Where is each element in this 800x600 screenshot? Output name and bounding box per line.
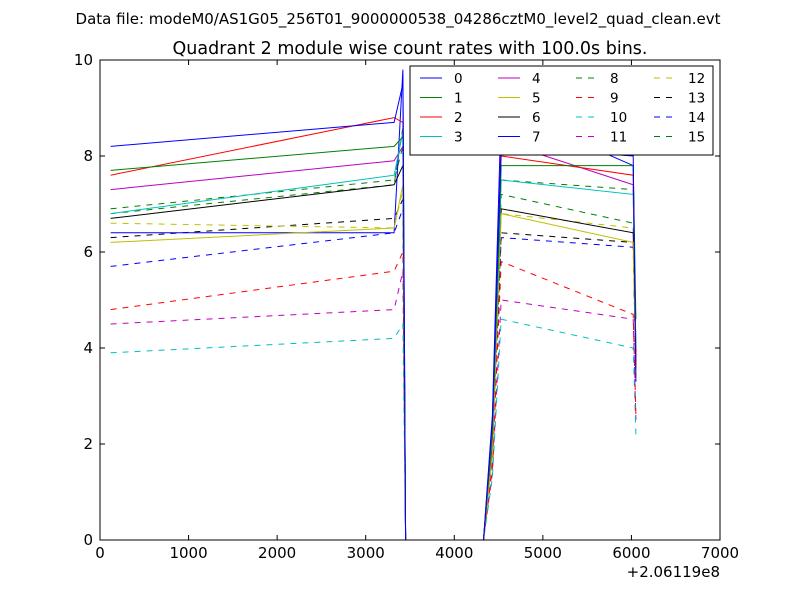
y-tick-label: 8 — [83, 147, 93, 165]
y-tick-label: 6 — [83, 243, 93, 261]
y-tick-label: 10 — [74, 51, 93, 69]
series-line-11 — [110, 271, 637, 540]
x-tick-label: 5000 — [524, 544, 562, 562]
legend-label-15: 15 — [688, 130, 705, 146]
axes-frame — [99, 59, 721, 541]
legend-label-6: 6 — [532, 110, 541, 126]
series-line-8 — [110, 127, 637, 540]
series-line-3 — [110, 131, 637, 540]
legend-label-14: 14 — [688, 110, 705, 126]
x-offset-label: +2.06119e8 — [627, 563, 720, 581]
legend-label-8: 8 — [610, 71, 619, 87]
legend-label-10: 10 — [610, 110, 627, 126]
series-line-6 — [110, 165, 637, 540]
legend-label-4: 4 — [532, 71, 541, 87]
series-line-4 — [110, 140, 637, 540]
legend-label-0: 0 — [454, 71, 463, 87]
series-line-9 — [110, 251, 637, 540]
legend-label-11: 11 — [610, 130, 627, 146]
series-line-1 — [110, 135, 637, 540]
x-tick-label: 1000 — [169, 544, 207, 562]
legend-label-13: 13 — [688, 91, 705, 107]
legend-label-9: 9 — [610, 91, 619, 107]
chart-title: Quadrant 2 module wise count rates with … — [173, 39, 648, 59]
legend-label-1: 1 — [454, 91, 463, 107]
legend-label-12: 12 — [688, 71, 705, 87]
series-line-2 — [110, 117, 637, 540]
series-layer — [110, 69, 637, 540]
legend-label-7: 7 — [532, 130, 541, 146]
x-tick-label: 6000 — [612, 544, 650, 562]
series-line-13 — [110, 198, 637, 540]
x-tick-label: 3000 — [347, 544, 385, 562]
x-tick-label: 0 — [95, 544, 105, 562]
series-line-14 — [110, 208, 637, 540]
data-file-header: Data file: modeM0/AS1G05_256T01_90000005… — [76, 10, 721, 29]
y-tick-label: 4 — [83, 339, 93, 357]
x-tick-label: 4000 — [435, 544, 473, 562]
series-line-12 — [110, 189, 637, 540]
legend-label-3: 3 — [454, 130, 463, 146]
y-tick-label: 0 — [83, 531, 93, 549]
legend-label-5: 5 — [532, 91, 541, 107]
legend-frame — [409, 65, 714, 156]
series-line-5 — [110, 184, 637, 540]
legend-label-2: 2 — [454, 110, 463, 126]
x-tick-label: 7000 — [701, 544, 739, 562]
series-line-15 — [110, 146, 637, 540]
series-line-10 — [110, 318, 637, 540]
y-tick-label: 2 — [83, 435, 93, 453]
x-tick-label: 2000 — [258, 544, 296, 562]
